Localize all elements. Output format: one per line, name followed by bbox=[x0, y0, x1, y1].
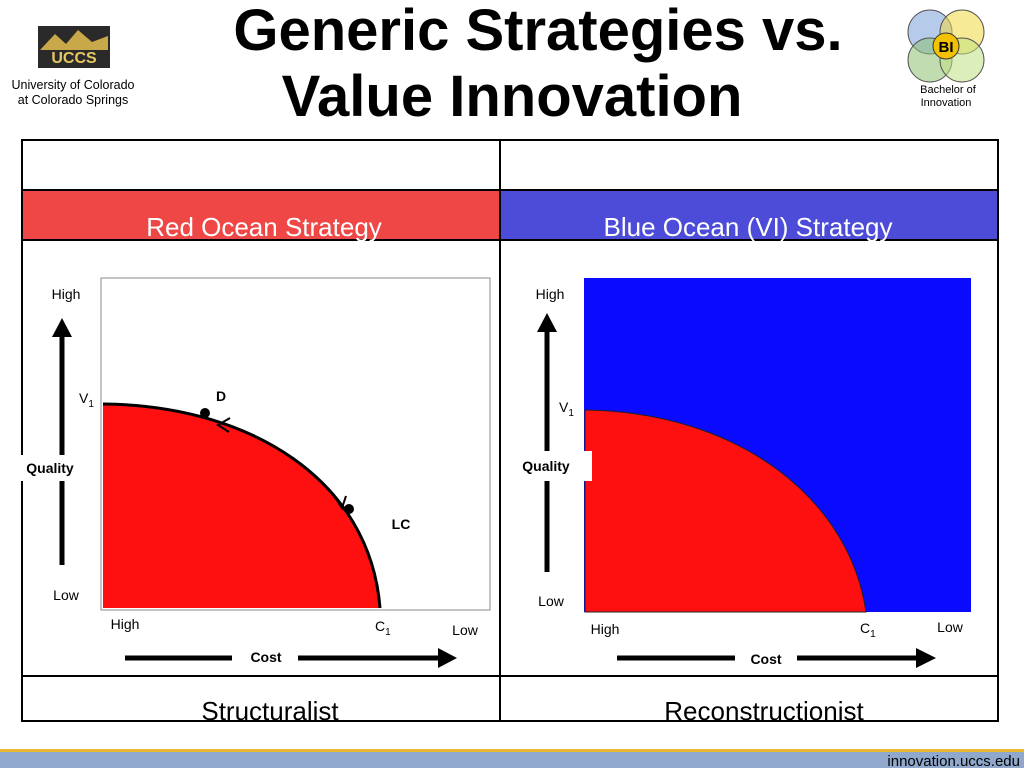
axis-end-label: Low bbox=[937, 619, 964, 635]
blue-header-cell bbox=[501, 191, 997, 239]
footer-stripe bbox=[0, 749, 1024, 752]
axis-label: Cost bbox=[750, 651, 781, 667]
header-cell-text: Blue Ocean (VI) Strategy bbox=[603, 212, 892, 242]
logo-line: Bachelor of bbox=[920, 84, 977, 96]
v-label: V1 bbox=[559, 399, 574, 419]
point-label: LC bbox=[392, 516, 411, 532]
axis-end-label: Low bbox=[53, 587, 80, 603]
frontier-curve bbox=[102, 402, 382, 609]
logo-mark: UCCS bbox=[51, 50, 97, 67]
arrowhead bbox=[52, 318, 72, 337]
axis-end-label: High bbox=[591, 621, 620, 637]
label-box bbox=[18, 455, 82, 481]
logo-line: at Colorado Springs bbox=[18, 93, 128, 107]
footer-bar bbox=[0, 752, 1024, 768]
text-part: V bbox=[79, 390, 89, 406]
text-part: 1 bbox=[385, 627, 391, 638]
title: Value Innovation bbox=[282, 64, 743, 129]
mountain-icon bbox=[40, 30, 108, 50]
frontier-area bbox=[103, 404, 380, 608]
logo-line: Innovation bbox=[921, 97, 972, 109]
frontier-area bbox=[584, 409, 867, 613]
footer-url: innovation.uccs.edu bbox=[887, 753, 1020, 768]
axis-end-label: High bbox=[52, 286, 81, 302]
axis-label: Quality bbox=[26, 460, 74, 476]
text-part: 1 bbox=[568, 408, 574, 419]
footer-cell-text: Reconstructionist bbox=[664, 696, 864, 726]
point-label: D bbox=[216, 388, 226, 404]
axis-end-label: High bbox=[111, 616, 140, 632]
axis-end-label: Low bbox=[538, 593, 565, 609]
text-part: C bbox=[860, 620, 870, 636]
v-label: V1 bbox=[79, 390, 94, 410]
c-label: C1 bbox=[860, 620, 876, 640]
arrowhead bbox=[537, 313, 557, 332]
table-grid bbox=[21, 139, 999, 722]
footer-cell-text: Structuralist bbox=[201, 696, 339, 726]
point bbox=[200, 408, 210, 418]
arrowhead bbox=[333, 495, 347, 511]
logo-mark: BI bbox=[939, 39, 954, 56]
text-part: 1 bbox=[88, 399, 94, 410]
axis-end-label: Low bbox=[452, 622, 479, 638]
text-part: V bbox=[559, 399, 569, 415]
c-label: C1 bbox=[375, 618, 391, 638]
axis-label: Quality bbox=[522, 458, 570, 474]
arrowhead bbox=[438, 648, 457, 668]
axis-label: Cost bbox=[250, 649, 281, 665]
header-cell-text: Red Ocean Strategy bbox=[146, 212, 382, 242]
text-part: C bbox=[375, 618, 385, 634]
text-part: 1 bbox=[870, 629, 876, 640]
point bbox=[344, 504, 354, 514]
arrowhead bbox=[216, 417, 231, 433]
label-box bbox=[502, 451, 592, 481]
axis-end-label: High bbox=[536, 286, 565, 302]
bi-badge bbox=[932, 32, 960, 60]
red-header-cell bbox=[23, 191, 499, 239]
arrowhead bbox=[916, 648, 936, 668]
logo-line: University of Colorado bbox=[12, 78, 135, 92]
title: Generic Strategies vs. bbox=[233, 0, 842, 63]
